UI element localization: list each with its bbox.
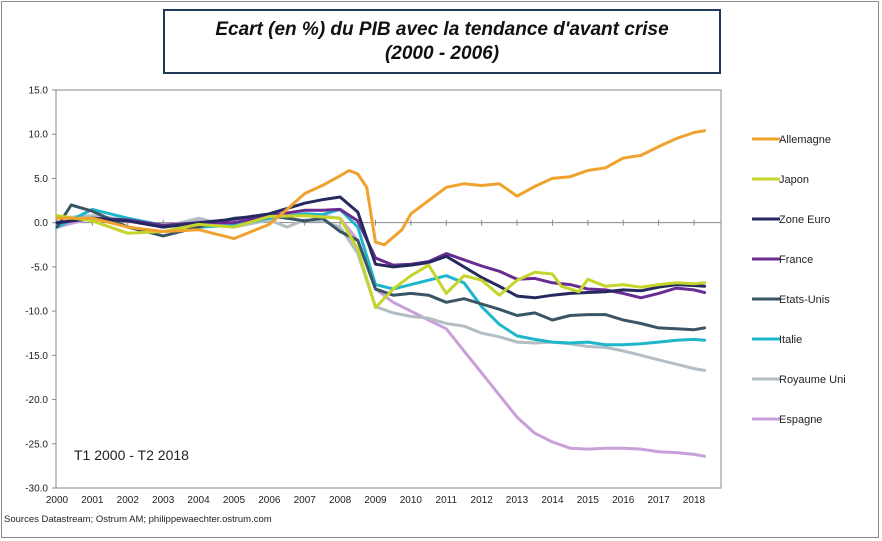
legend-label: Japon — [779, 174, 809, 186]
series-line-allemagne — [55, 129, 707, 247]
y-tick-label: 5.0 — [34, 174, 48, 185]
x-tick-label: 2000 — [46, 495, 69, 506]
y-tick-label: -30.0 — [25, 484, 48, 495]
y-tick-label: -5.0 — [31, 262, 49, 273]
x-tick-label: 2008 — [329, 495, 352, 506]
x-tick-label: 2007 — [294, 495, 317, 506]
legend-label: Zone Euro — [779, 214, 830, 226]
series-line-japon — [55, 214, 707, 310]
legend-label: Allemagne — [779, 134, 831, 146]
x-tick-label: 2012 — [471, 495, 494, 506]
legend-label: Italie — [779, 334, 802, 346]
x-tick-label: 2003 — [152, 495, 175, 506]
y-tick-label: -25.0 — [25, 439, 48, 450]
series-line-espagne — [55, 212, 707, 458]
x-tick-label: 2010 — [400, 495, 423, 506]
legend: Allemagne Japon Zone Euro France Etats-Unis I… — [752, 134, 846, 426]
legend-label: Etats-Unis — [779, 294, 830, 306]
y-tick-label: 10.0 — [29, 130, 49, 141]
chart-title: Ecart (en %) du PIB avec la tendance d'a… — [215, 18, 669, 40]
x-tick-label: 2006 — [258, 495, 281, 506]
x-tick-label: 2013 — [506, 495, 529, 506]
series-line-zone-euro — [55, 195, 707, 300]
x-tick-label: 2015 — [577, 495, 600, 506]
x-tick-label: 2005 — [223, 495, 246, 506]
source-note: Sources Datastream; Ostrum AM; philippew… — [4, 514, 272, 525]
chart-title-box: Ecart (en %) du PIB avec la tendance d'a… — [163, 9, 721, 74]
chart-subtitle: (2000 - 2006) — [384, 42, 500, 64]
series-line-france — [55, 207, 707, 300]
y-tick-label: -15.0 — [25, 351, 48, 362]
legend-label: Espagne — [779, 414, 822, 426]
x-tick-label: 2009 — [364, 495, 387, 506]
y-tick-label: 0.0 — [34, 218, 48, 229]
x-tick-label: 2014 — [541, 495, 564, 506]
x-tick-label: 2017 — [647, 495, 670, 506]
legend-label: France — [779, 254, 813, 266]
series-layer — [55, 129, 707, 458]
series-line-italie — [55, 207, 707, 347]
y-tick-label: -20.0 — [25, 395, 48, 406]
x-tick-label: 2002 — [117, 495, 140, 506]
y-tick-label: -10.0 — [25, 307, 48, 318]
plot-area — [55, 89, 722, 489]
x-tick-label: 2016 — [612, 495, 635, 506]
x-tick-label: 2011 — [436, 495, 458, 506]
period-annotation: T1 2000 - T2 2018 — [74, 447, 189, 463]
x-tick-label: 2004 — [187, 495, 210, 506]
legend-label: Royaume Uni — [779, 374, 846, 386]
x-tick-label: 2018 — [683, 495, 706, 506]
x-tick-label: 2001 — [81, 495, 104, 506]
y-tick-label: 15.0 — [29, 86, 49, 97]
